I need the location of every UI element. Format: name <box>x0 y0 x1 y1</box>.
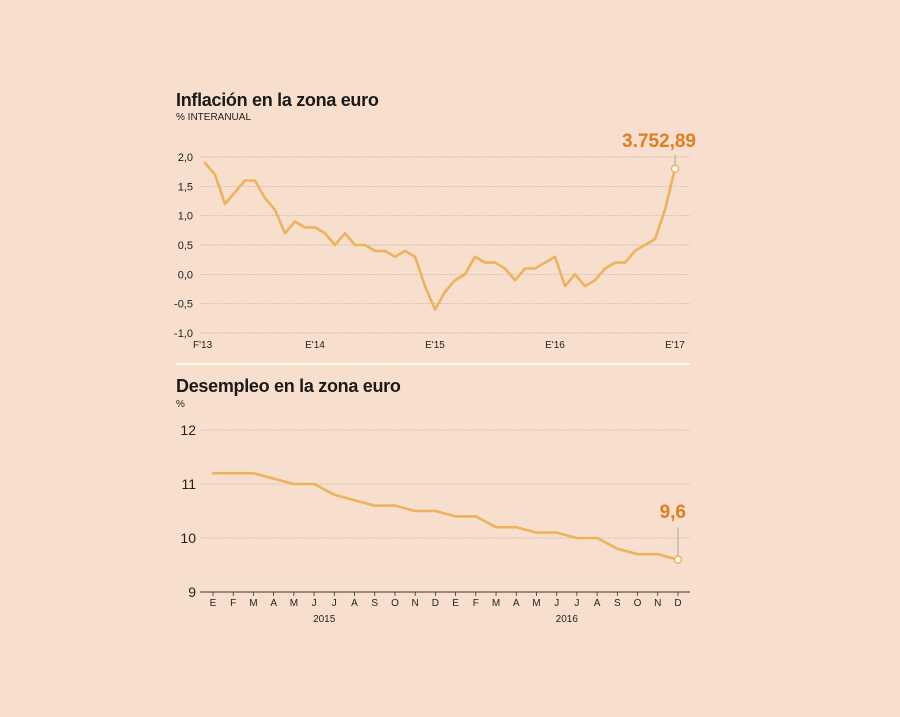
inflation-y-tick-label: 1,5 <box>178 181 193 193</box>
unemployment-x-month-label: M <box>290 598 298 609</box>
unemployment-x-month-label: O <box>391 598 399 609</box>
unemployment-x-month-label: S <box>371 598 378 609</box>
unemployment-x-year-label: 2016 <box>556 614 579 625</box>
unemployment-x-month-label: D <box>432 598 439 609</box>
unemployment-y-unit-label: % <box>176 399 185 410</box>
inflation-last-point-marker <box>670 164 680 173</box>
unemployment-y-tick-label: 11 <box>181 476 196 492</box>
unemployment-x-month-label: E <box>210 598 217 609</box>
unemployment-x-month-label: M <box>532 598 540 609</box>
inflation-x-tick-label: E'14 <box>305 340 325 351</box>
unemployment-x-month-label: A <box>594 598 601 609</box>
unemployment-x-month-label: N <box>654 598 661 609</box>
unemployment-x-year-label: 2015 <box>313 614 336 625</box>
unemployment-x-month-label: J <box>574 598 579 609</box>
inflation-chart-title: Inflación en la zona euro <box>176 90 379 110</box>
inflation-y-tick-label: 1,0 <box>178 211 193 223</box>
inflation-y-tick-label: 0,5 <box>178 240 193 252</box>
inflation-y-tick-label: 2,0 <box>178 152 193 164</box>
unemployment-x-month-label: E <box>452 598 459 609</box>
inflation-y-unit-label: % INTERANUAL <box>176 112 252 123</box>
unemployment-x-month-label: A <box>513 598 520 609</box>
inflation-series-line <box>203 161 677 311</box>
unemployment-x-month-label: A <box>351 598 358 609</box>
inflation-x-tick-label: E'17 <box>665 340 685 351</box>
unemployment-x-month-label: D <box>674 598 681 609</box>
inflation-y-tick-label: -0,5 <box>174 299 193 311</box>
unemployment-callout-value: 9,6 <box>660 502 686 523</box>
unemployment-x-month-label: O <box>634 598 642 609</box>
unemployment-y-tick-label: 9 <box>188 584 196 600</box>
inflation-x-tick-label: F'13 <box>193 340 213 351</box>
inflation-callout-value: 3.752,89 <box>622 131 696 152</box>
inflation-x-tick-label: E'16 <box>545 340 565 351</box>
unemployment-x-month-label: A <box>270 598 277 609</box>
unemployment-last-point-marker <box>673 555 683 564</box>
unemployment-y-tick-label: 10 <box>180 530 196 546</box>
unemployment-x-month-label: F <box>473 598 479 609</box>
unemployment-x-month-label: M <box>249 598 257 609</box>
inflation-y-tick-label: -1,0 <box>174 328 193 340</box>
unemployment-x-month-label: J <box>554 598 559 609</box>
inflation-x-tick-label: E'15 <box>425 340 445 351</box>
unemployment-chart: 12 11 10 9 E F M A M J J A S O N D E F M A M J J A S O N D 2015 2016 9… <box>180 422 690 625</box>
unemployment-series-line <box>211 471 680 561</box>
unemployment-x-month-label: F <box>230 598 236 609</box>
unemployment-y-tick-label: 12 <box>180 422 196 438</box>
inflation-y-tick-label: 0,0 <box>178 269 193 281</box>
unemployment-x-month-label: J <box>332 598 337 609</box>
unemployment-x-month-label: M <box>492 598 500 609</box>
inflation-chart: 2,0 1,5 1,0 0,5 0,0 -0,5 -1,0F'13 E'14 E'15 E'16 E… <box>174 131 696 351</box>
unemployment-chart-title: Desempleo en la zona euro <box>176 376 401 396</box>
unemployment-x-month-label: S <box>614 598 621 609</box>
unemployment-x-month-label: J <box>312 598 317 609</box>
unemployment-x-month-label: N <box>412 598 419 609</box>
